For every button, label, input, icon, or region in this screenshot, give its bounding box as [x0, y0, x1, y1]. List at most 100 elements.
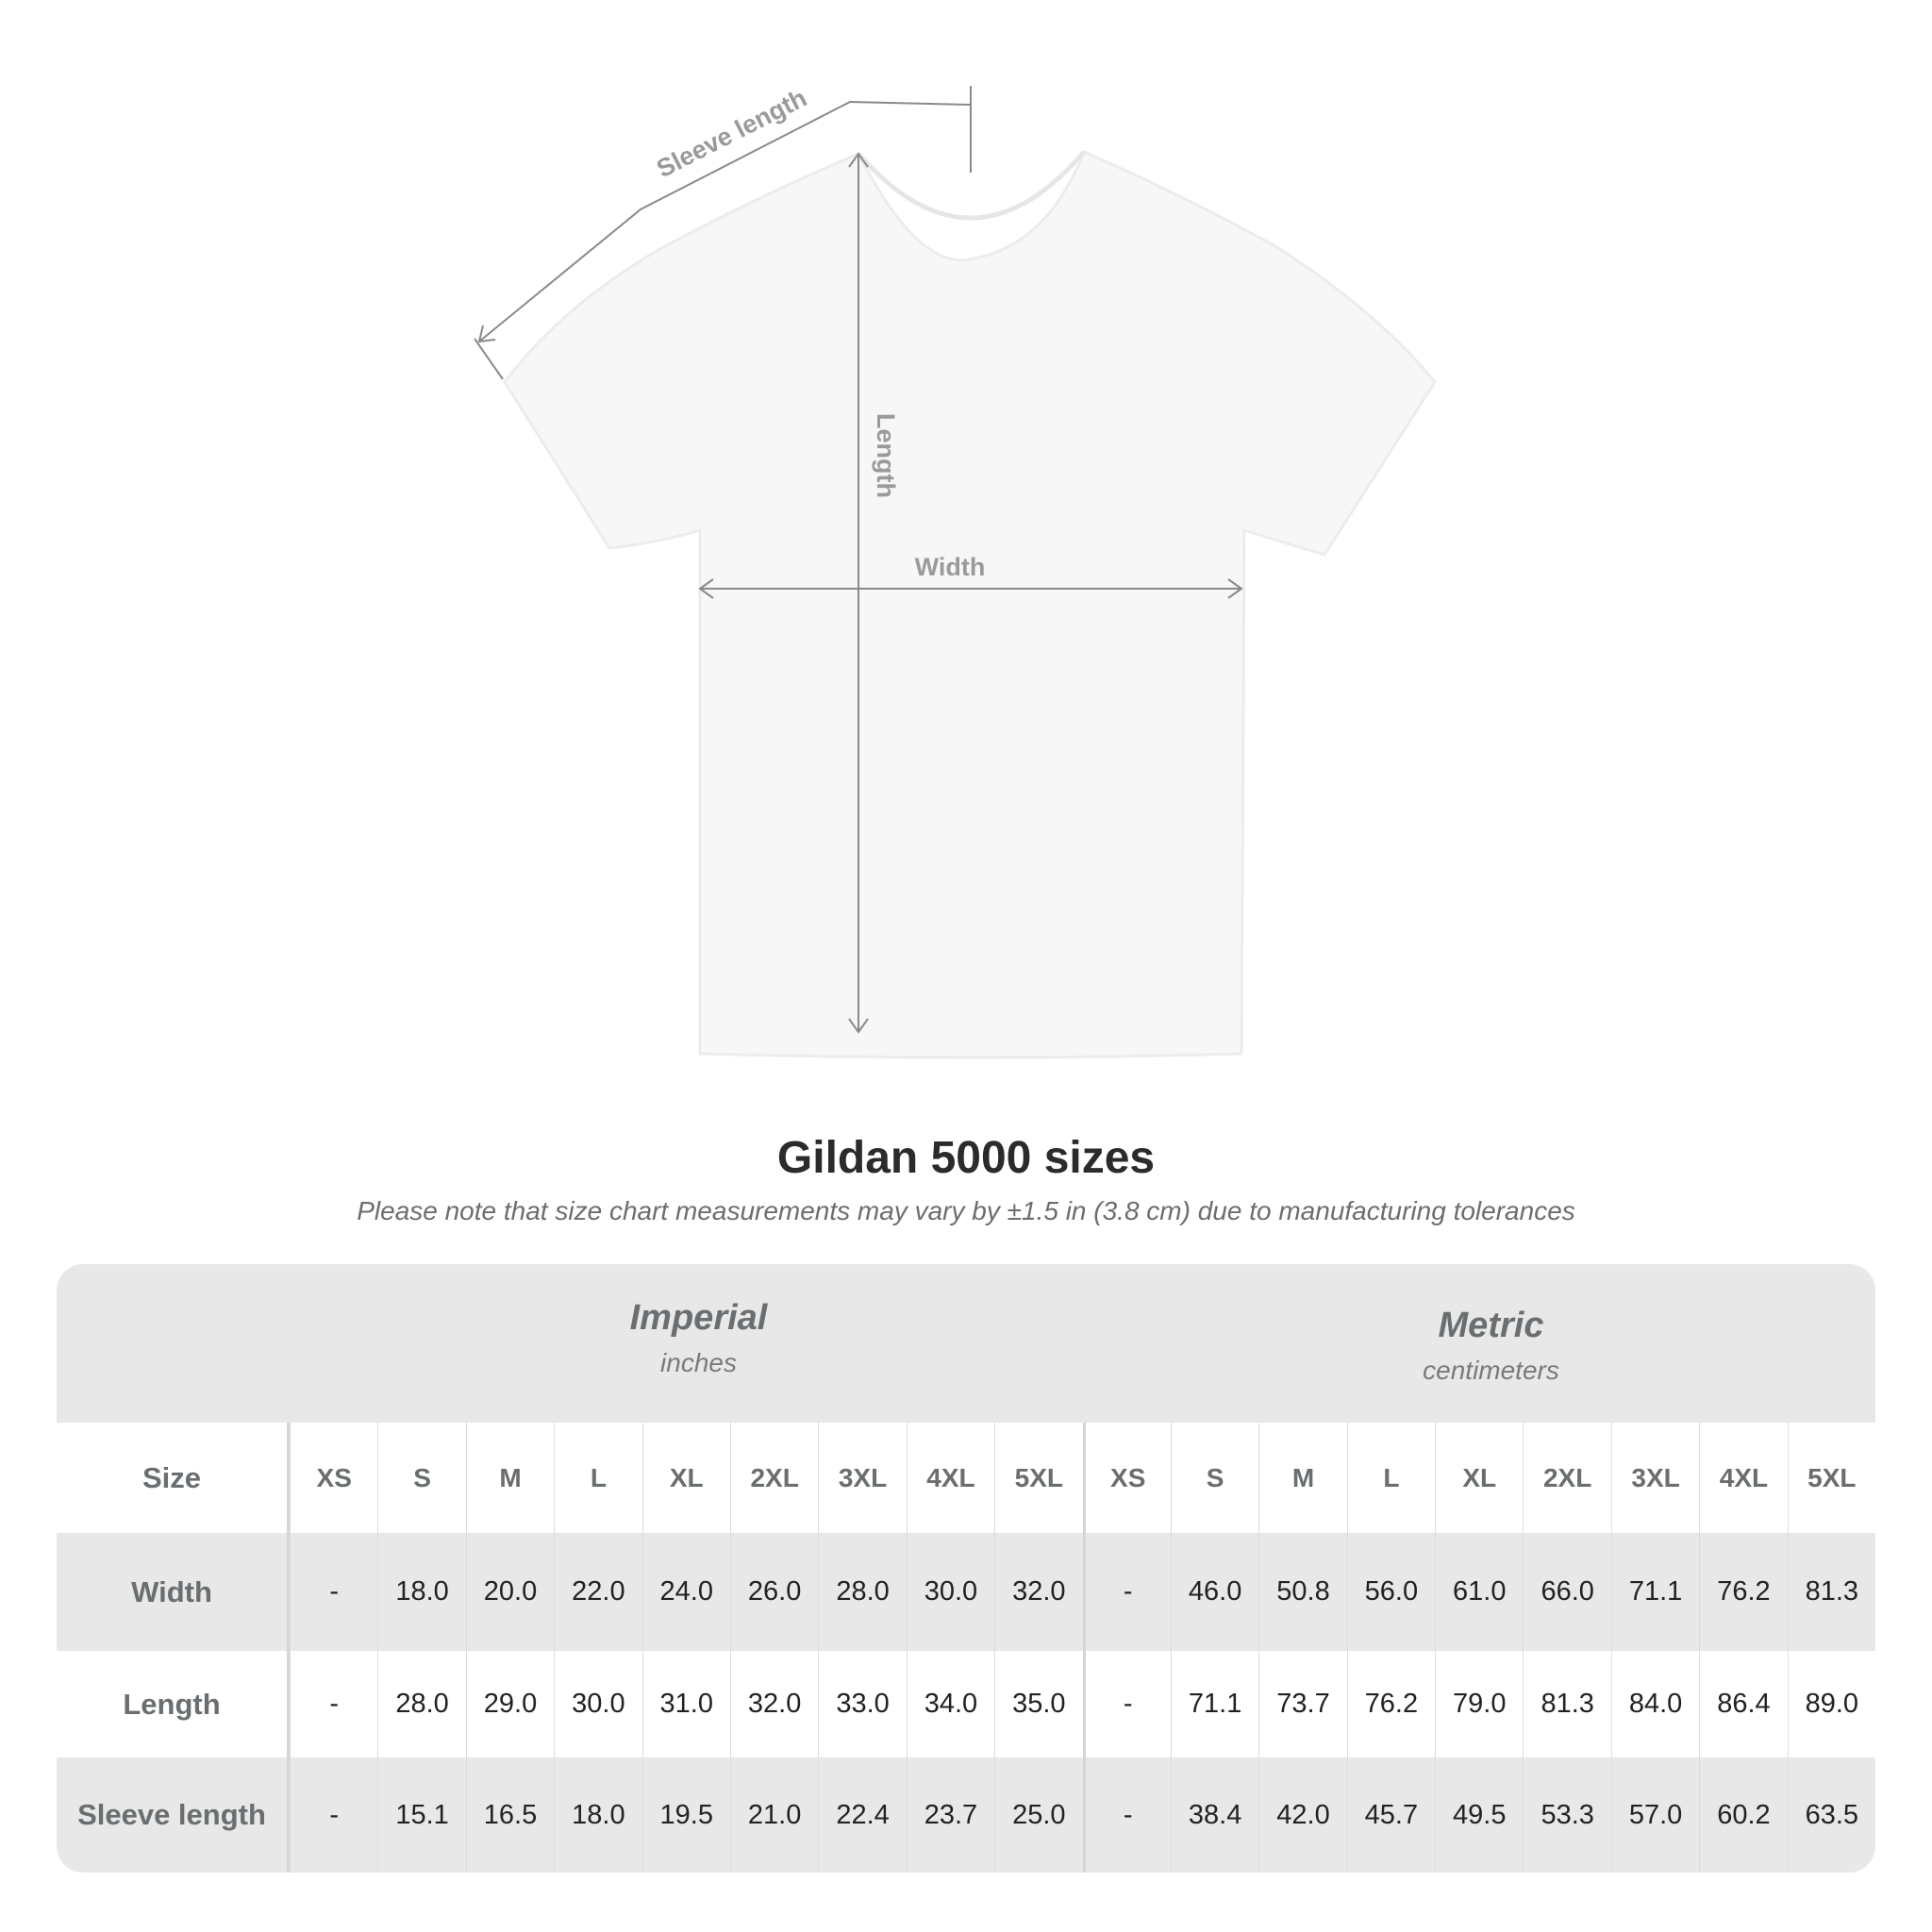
imperial-unit: inches — [660, 1348, 737, 1377]
size-table: Imperial inches Metric centimeters Size … — [57, 1264, 1875, 1873]
imperial-value: 23.7 — [906, 1757, 994, 1873]
metric-value: 89.0 — [1787, 1651, 1875, 1757]
size-header-metric: 5XL — [1787, 1423, 1875, 1533]
imperial-value: 30.0 — [906, 1533, 994, 1651]
size-header-row: Size XS S M L XL 2XL 3XL 4XL 5XL XS S M L XL 2XL 3XL 4XL… — [57, 1423, 1875, 1533]
metric-header: Metric centimeters — [1139, 1264, 1843, 1423]
size-header-metric: M — [1258, 1423, 1346, 1533]
arrow-head-icon — [848, 152, 869, 168]
row-label: Length — [57, 1651, 290, 1757]
imperial-value: 18.0 — [377, 1533, 465, 1651]
metric-value: 76.2 — [1346, 1651, 1435, 1757]
metric-value: 71.1 — [1170, 1651, 1258, 1757]
imperial-value: 20.0 — [465, 1533, 554, 1651]
metric-value: 49.5 — [1435, 1757, 1523, 1873]
imperial-value: 15.1 — [377, 1757, 465, 1873]
imperial-value: 19.5 — [641, 1757, 730, 1873]
metric-unit: centimeters — [1423, 1356, 1559, 1385]
table-row: Width -18.0 20.0 22.0 24.0 26.0 28.0 30.0 32.0-4… — [57, 1533, 1875, 1651]
arrow-head-icon — [477, 325, 496, 343]
metric-value: 53.3 — [1523, 1757, 1610, 1873]
metric-value: 61.0 — [1435, 1533, 1523, 1651]
metric-value: 79.0 — [1435, 1651, 1523, 1757]
size-header-imperial: XS — [290, 1423, 377, 1533]
metric-value: 50.8 — [1258, 1533, 1346, 1651]
sleeve-length-line — [478, 100, 972, 342]
imperial-value: 32.0 — [994, 1533, 1082, 1651]
imperial-value: 22.4 — [818, 1757, 906, 1873]
size-header-metric: L — [1346, 1423, 1435, 1533]
metric-value: 71.1 — [1610, 1533, 1699, 1651]
size-header-imperial: S — [377, 1423, 465, 1533]
width-label: Width — [915, 553, 986, 581]
metric-value: 73.7 — [1258, 1651, 1346, 1757]
metric-value: - — [1082, 1651, 1171, 1757]
tshirt-diagram: Sleeve length Length Width — [474, 83, 1437, 1059]
metric-value: 60.2 — [1699, 1757, 1787, 1873]
metric-value: 66.0 — [1523, 1533, 1610, 1651]
row-label: Sleeve length — [57, 1757, 290, 1873]
imperial-value: 30.0 — [554, 1651, 641, 1757]
tshirt-illustration — [503, 150, 1437, 1059]
imperial-value: 33.0 — [818, 1651, 906, 1757]
size-header-metric: S — [1170, 1423, 1258, 1533]
arrow-head-icon — [848, 1018, 869, 1034]
tolerance-note: Please note that size chart measurements… — [357, 1196, 1575, 1225]
metric-title: Metric — [1438, 1306, 1544, 1345]
page-title: Gildan 5000 sizes — [776, 1133, 1156, 1183]
metric-value: - — [1082, 1533, 1171, 1651]
arrow-head-icon — [1227, 578, 1243, 599]
imperial-value: 26.0 — [729, 1533, 818, 1651]
imperial-value: - — [290, 1757, 377, 1873]
metric-value: - — [1082, 1757, 1171, 1873]
metric-value: 38.4 — [1170, 1757, 1258, 1873]
imperial-value: 28.0 — [818, 1533, 906, 1651]
imperial-value: 35.0 — [994, 1651, 1082, 1757]
imperial-value: 16.5 — [465, 1757, 554, 1873]
metric-value: 56.0 — [1346, 1533, 1435, 1651]
table-row: Length -28.0 29.0 30.0 31.0 32.0 33.0 34.0 35.0-… — [57, 1651, 1875, 1757]
metric-value: 45.7 — [1346, 1757, 1435, 1873]
row-label: Width — [57, 1533, 290, 1651]
arrow-head-icon — [698, 578, 714, 599]
size-header-imperial: XL — [641, 1423, 730, 1533]
imperial-value: 31.0 — [641, 1651, 730, 1757]
size-header-imperial: 2XL — [729, 1423, 818, 1533]
sleeve-end-tick — [474, 338, 504, 380]
table-row: Sleeve length -15.1 16.5 18.0 19.5 21.0 22.4 23… — [57, 1757, 1875, 1873]
imperial-value: 25.0 — [994, 1757, 1082, 1873]
imperial-title: Imperial — [629, 1298, 768, 1338]
metric-value: 81.3 — [1787, 1533, 1875, 1651]
size-header-imperial: 3XL — [818, 1423, 906, 1533]
metric-value: 76.2 — [1699, 1533, 1787, 1651]
size-header-metric: 4XL — [1699, 1423, 1787, 1533]
size-label: Size — [57, 1423, 290, 1533]
size-header-metric: 2XL — [1523, 1423, 1610, 1533]
size-header-metric: XL — [1435, 1423, 1523, 1533]
imperial-value: - — [290, 1533, 377, 1651]
imperial-value: 18.0 — [554, 1757, 641, 1873]
imperial-value: 34.0 — [906, 1651, 994, 1757]
metric-value: 57.0 — [1610, 1757, 1699, 1873]
size-header-imperial: 4XL — [906, 1423, 994, 1533]
imperial-value: - — [290, 1651, 377, 1757]
metric-value: 81.3 — [1523, 1651, 1610, 1757]
length-label: Length — [872, 413, 900, 498]
imperial-value: 28.0 — [377, 1651, 465, 1757]
metric-value: 86.4 — [1699, 1651, 1787, 1757]
imperial-value: 24.0 — [641, 1533, 730, 1651]
size-header-imperial: M — [465, 1423, 554, 1533]
metric-value: 46.0 — [1170, 1533, 1258, 1651]
metric-value: 42.0 — [1258, 1757, 1346, 1873]
size-header-imperial: L — [554, 1423, 641, 1533]
metric-value: 63.5 — [1787, 1757, 1875, 1873]
size-header-imperial: 5XL — [994, 1423, 1082, 1533]
metric-value: 84.0 — [1610, 1651, 1699, 1757]
imperial-value: 32.0 — [729, 1651, 818, 1757]
size-header-metric: 3XL — [1610, 1423, 1699, 1533]
imperial-value: 22.0 — [554, 1533, 641, 1651]
imperial-value: 29.0 — [465, 1651, 554, 1757]
size-header-metric: XS — [1082, 1423, 1171, 1533]
imperial-value: 21.0 — [729, 1757, 818, 1873]
imperial-header: Imperial inches — [346, 1264, 1051, 1423]
